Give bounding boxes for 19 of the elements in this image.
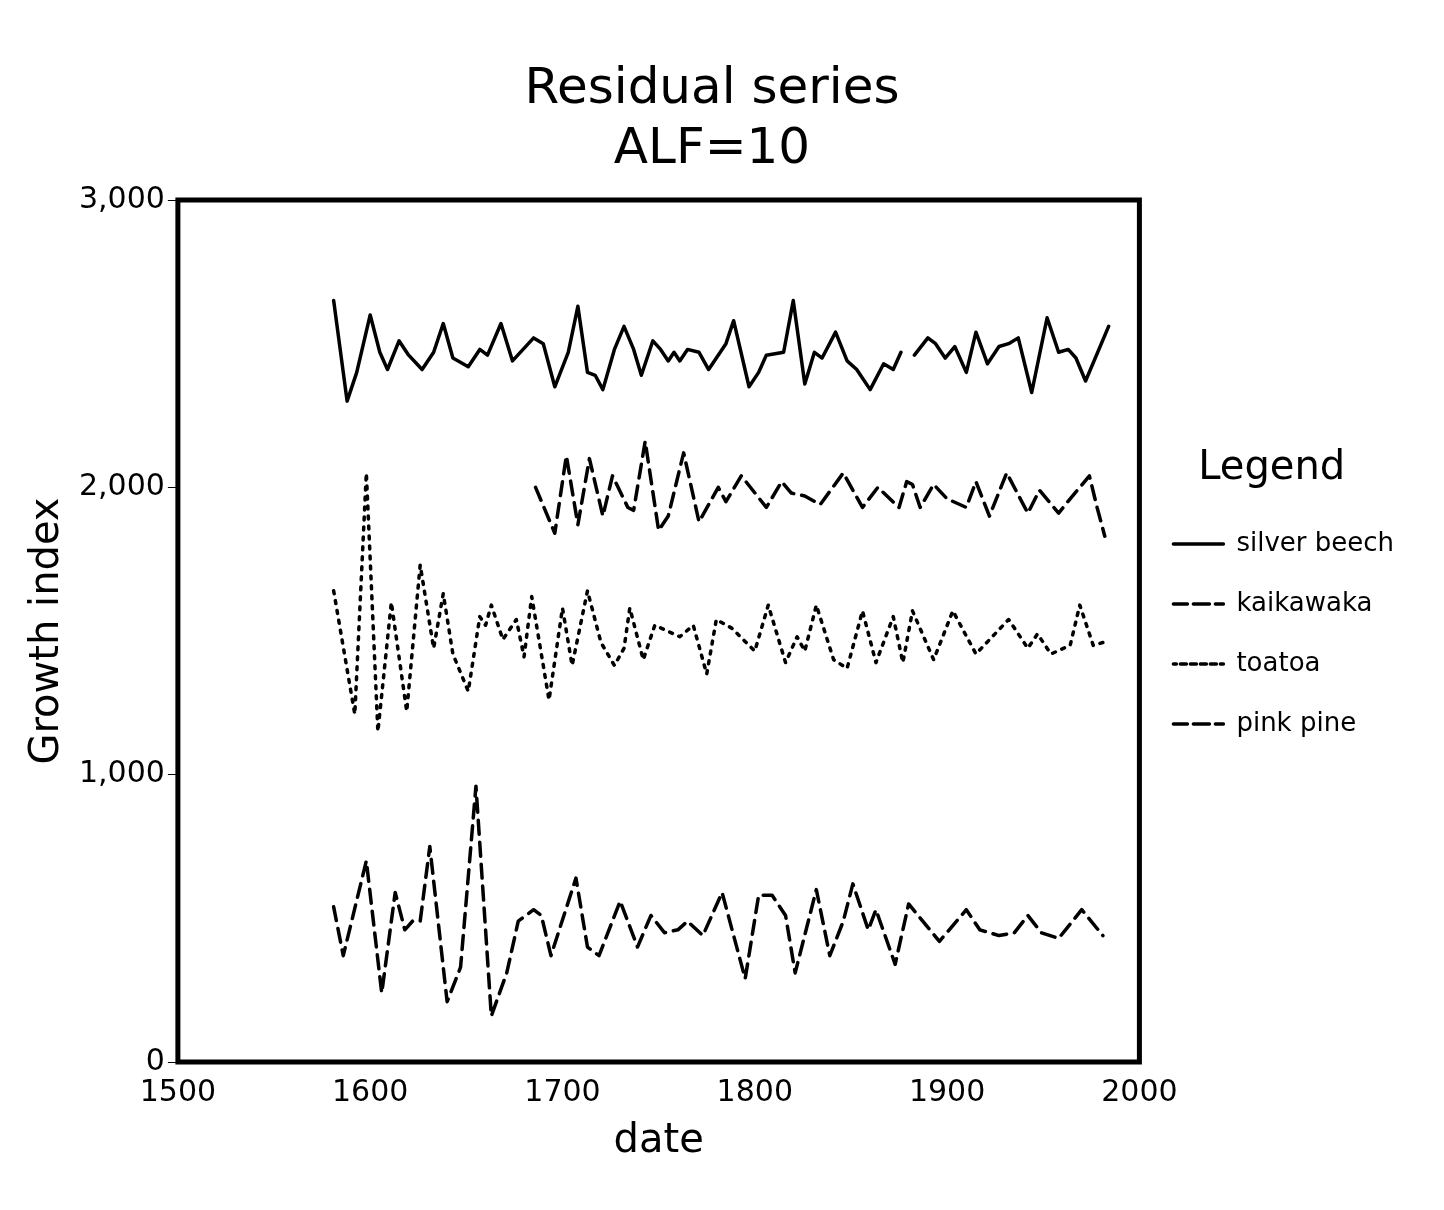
legend-label: silver beech	[1236, 526, 1395, 557]
y-tick-label: 1,000	[78, 754, 165, 790]
legend-label: toatoa	[1236, 646, 1321, 677]
line-series	[331, 784, 1105, 1018]
y-axis-title: Growth index	[21, 497, 68, 765]
x-tick-label: 1700	[524, 1072, 601, 1108]
line-series	[533, 439, 1107, 538]
x-axis-title: date	[613, 1115, 704, 1162]
x-tick-label: 1600	[332, 1072, 409, 1108]
legend-title: Legend	[1198, 442, 1346, 489]
x-tick-label: 2000	[1101, 1072, 1178, 1108]
chart-title: Residual series	[524, 56, 900, 115]
y-tick-label: 2,000	[78, 467, 165, 503]
y-tick-label: 3,000	[78, 179, 165, 215]
legend-label: kaikawaka	[1236, 586, 1373, 617]
x-tick-label: 1800	[716, 1072, 793, 1108]
chart-subtitle: ALF=10	[613, 116, 811, 175]
legend-label: pink pine	[1236, 706, 1357, 737]
x-tick-label: 1900	[908, 1072, 986, 1108]
